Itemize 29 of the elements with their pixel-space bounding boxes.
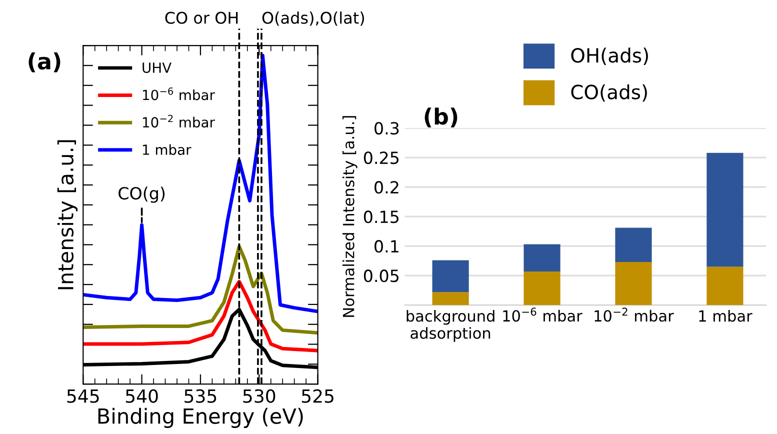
y-axis-title: Normalized Intensity [a.u.] [342, 116, 358, 317]
y-tick-label: 0.3 [374, 122, 399, 135]
chart-title: (b) [424, 108, 458, 128]
x-axis-title: Binding Energy (eV) [98, 408, 303, 428]
x-tick-label: 535 [184, 389, 216, 403]
x-tick-label: 1 mbar [699, 310, 752, 322]
legend-label: 10$^{−6}$ mbar [143, 87, 215, 100]
y-tick-label: 0.1 [374, 240, 398, 253]
y-tick-label: 0.25 [364, 152, 398, 164]
x-tick-label: 525 [302, 389, 334, 403]
legend-label: 10$^{−2}$ mbar [143, 114, 215, 128]
legend-label: CO(ads) [571, 84, 647, 102]
y-axis-title: Intensity [a.u.] [57, 140, 78, 290]
legend-label: OH(ads) [571, 48, 648, 66]
ref-line-label: CO or OH [165, 12, 238, 24]
annotation: CO(g) [118, 186, 165, 203]
y-tick-label: 0.2 [374, 181, 398, 194]
x-tick-label: 545 [67, 390, 99, 403]
ref-line-label: O(ads),O(lat) [262, 11, 364, 26]
x-tick-label: 530 [243, 389, 276, 403]
x-tick-label: background adsorption [406, 310, 494, 342]
x-tick-label: 540 [126, 389, 158, 403]
legend-label: UHV [142, 62, 172, 73]
y-tick-label: 0.15 [364, 210, 398, 224]
y-tick-label: 0.05 [364, 270, 398, 282]
chart-title: (a) [28, 52, 60, 72]
x-tick-label: 10$^{−2}$ mbar [594, 308, 674, 322]
legend-label: 1 mbar [143, 144, 192, 155]
x-tick-label: 10$^{−6}$ mbar [503, 308, 582, 322]
